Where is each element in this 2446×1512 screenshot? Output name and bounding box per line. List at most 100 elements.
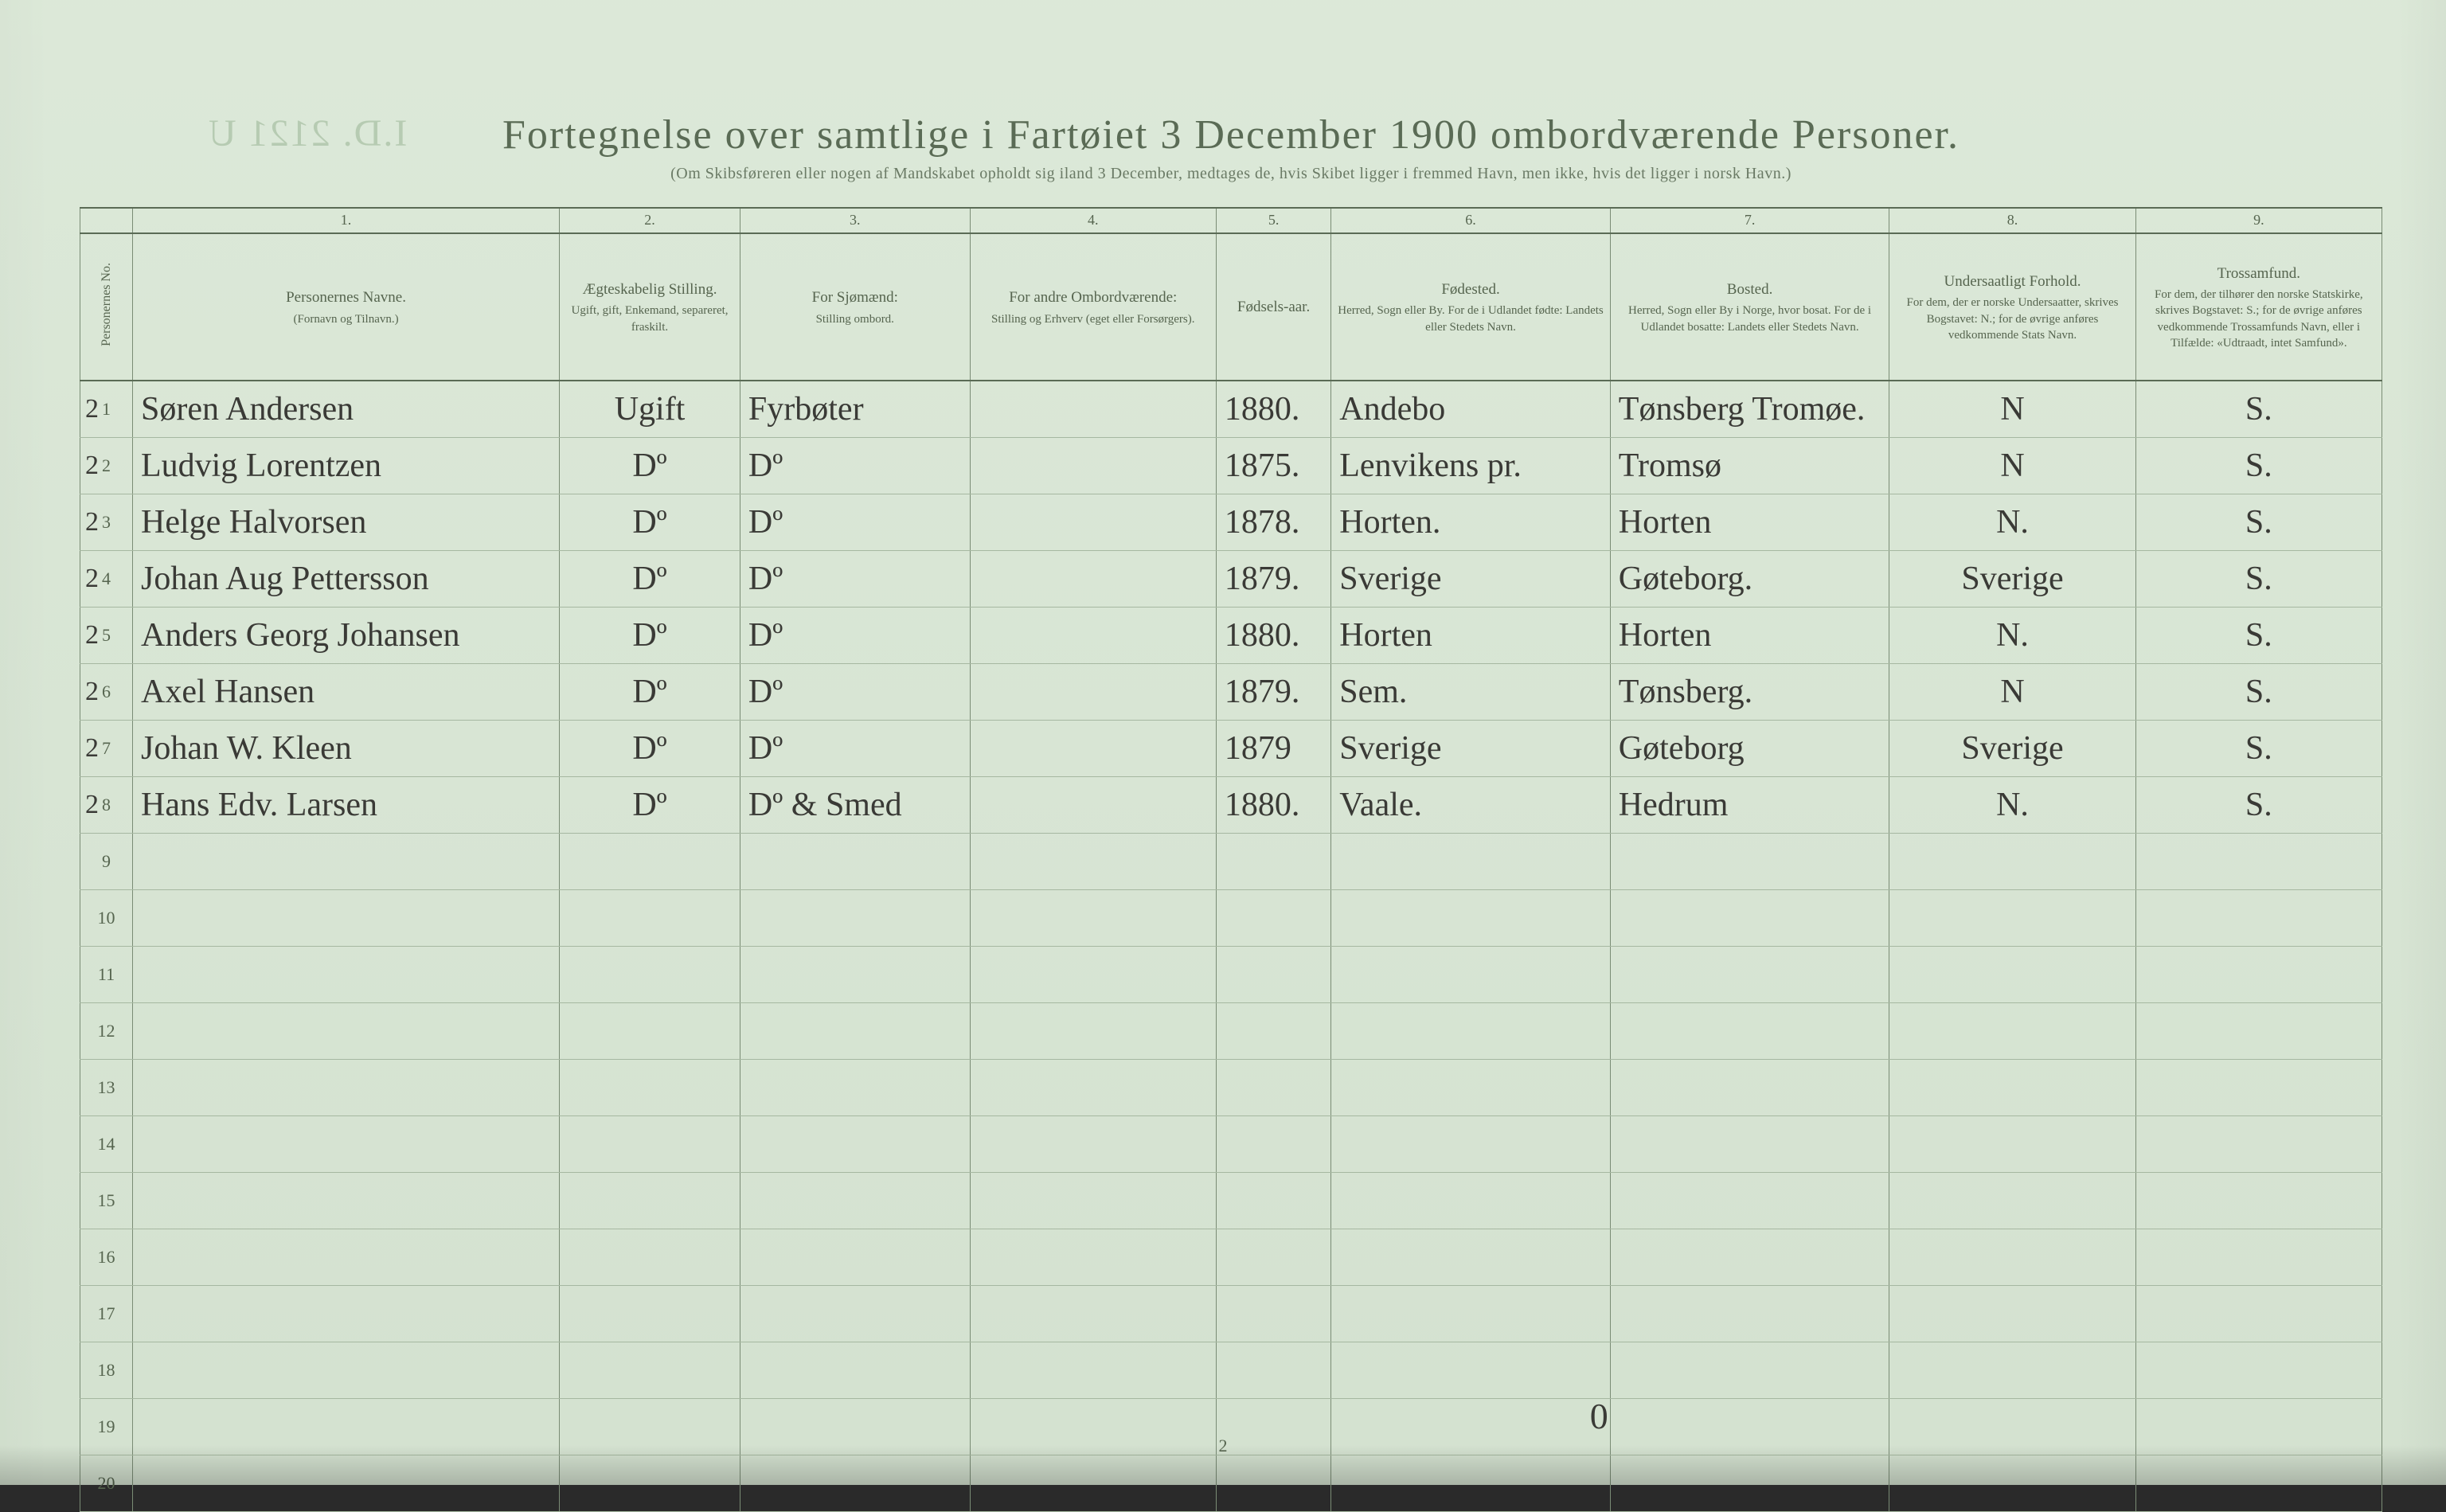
row-number: 26 — [80, 664, 133, 721]
cell-position: Dº — [740, 438, 970, 494]
cell-nationality — [1889, 947, 2135, 1003]
col-num-4: 4. — [970, 208, 1216, 233]
cell-residence — [1610, 1342, 1889, 1399]
tick-mark: 2 — [85, 790, 99, 820]
cell-name — [132, 1286, 559, 1342]
tick-mark: 2 — [85, 394, 99, 424]
cell-marital — [560, 1173, 740, 1229]
table-row: 16 — [80, 1229, 2382, 1286]
cell-other — [970, 890, 1216, 947]
cell-residence: Horten — [1610, 494, 1889, 551]
cell-position: Dº — [740, 608, 970, 664]
cell-faith: S. — [2135, 551, 2382, 608]
cell-name — [132, 1060, 559, 1116]
header-year: Fødsels-aar. — [1216, 233, 1330, 381]
table-row: 18 — [80, 1342, 2382, 1399]
cell-name — [132, 1173, 559, 1229]
header-birthplace: Fødested.Herred, Sogn eller By. For de i… — [1331, 233, 1611, 381]
cell-birthplace — [1331, 1455, 1611, 1512]
cell-year: 1880. — [1216, 381, 1330, 438]
tick-mark: 2 — [85, 733, 99, 764]
cell-faith: S. — [2135, 721, 2382, 777]
cell-birthplace — [1331, 1286, 1611, 1342]
cell-marital: Dº — [560, 438, 740, 494]
cell-nationality — [1889, 890, 2135, 947]
cell-position — [740, 947, 970, 1003]
cell-year: 1880. — [1216, 777, 1330, 834]
row-number-label: 8 — [102, 795, 111, 815]
column-header-row: Personernes No. Personernes Navne.(Forna… — [80, 233, 2382, 381]
cell-marital — [560, 1116, 740, 1173]
cell-nationality — [1889, 1229, 2135, 1286]
cell-other — [970, 1286, 1216, 1342]
cell-nationality — [1889, 1399, 2135, 1455]
cell-birthplace — [1331, 1229, 1611, 1286]
cell-name — [132, 947, 559, 1003]
cell-other — [970, 1399, 1216, 1455]
row-number: 25 — [80, 608, 133, 664]
cell-position — [740, 1003, 970, 1060]
row-number-label: 13 — [97, 1077, 115, 1097]
cell-nationality — [1889, 1342, 2135, 1399]
rownum-label: Personernes No. — [96, 247, 117, 362]
stray-mark: 0 — [1590, 1395, 1608, 1437]
cell-birthplace — [1331, 1060, 1611, 1116]
cell-position: Fyrbøter — [740, 381, 970, 438]
cell-faith — [2135, 1116, 2382, 1173]
cell-position: Dº — [740, 664, 970, 721]
cell-position — [740, 1399, 970, 1455]
cell-year — [1216, 1003, 1330, 1060]
cell-faith — [2135, 1003, 2382, 1060]
cell-marital: Dº — [560, 664, 740, 721]
cell-faith — [2135, 834, 2382, 890]
page-number: 2 — [1219, 1436, 1228, 1456]
cell-name: Johan W. Kleen — [132, 721, 559, 777]
header-rownum: Personernes No. — [80, 233, 133, 381]
cell-birthplace — [1331, 1342, 1611, 1399]
cell-marital: Dº — [560, 721, 740, 777]
row-number: 9 — [80, 834, 133, 890]
cell-birthplace — [1331, 947, 1611, 1003]
table-row: 15 — [80, 1173, 2382, 1229]
cell-year: 1875. — [1216, 438, 1330, 494]
cell-position — [740, 890, 970, 947]
header-residence-sub: Herred, Sogn eller By i Norge, hvor bosa… — [1617, 303, 1883, 335]
cell-faith — [2135, 1060, 2382, 1116]
cell-residence — [1610, 890, 1889, 947]
cell-faith: S. — [2135, 381, 2382, 438]
cell-birthplace: Lenvikens pr. — [1331, 438, 1611, 494]
cell-marital — [560, 834, 740, 890]
row-number-label: 18 — [97, 1360, 115, 1380]
cell-other — [970, 1342, 1216, 1399]
cell-name: Søren Andersen — [132, 381, 559, 438]
cell-marital — [560, 1342, 740, 1399]
cell-faith — [2135, 1399, 2382, 1455]
cell-faith — [2135, 947, 2382, 1003]
col-num-5: 5. — [1216, 208, 1330, 233]
header-name: Personernes Navne.(Fornavn og Tilnavn.) — [132, 233, 559, 381]
cell-nationality — [1889, 1003, 2135, 1060]
cell-year — [1216, 1173, 1330, 1229]
tick-mark: 2 — [85, 451, 99, 481]
row-number: 24 — [80, 551, 133, 608]
cell-year — [1216, 1399, 1330, 1455]
cell-year — [1216, 1116, 1330, 1173]
cell-marital: Dº — [560, 777, 740, 834]
cell-birthplace — [1331, 890, 1611, 947]
cell-nationality: N — [1889, 381, 2135, 438]
row-number: 21 — [80, 381, 133, 438]
row-number-label: 5 — [102, 625, 111, 645]
row-number: 10 — [80, 890, 133, 947]
header-faith-main: Trossamfund. — [2143, 264, 2375, 284]
table-row: 23Helge HalvorsenDºDº1878.Horten.HortenN… — [80, 494, 2382, 551]
cell-residence — [1610, 1173, 1889, 1229]
table-row: 12 — [80, 1003, 2382, 1060]
row-number: 15 — [80, 1173, 133, 1229]
cell-residence — [1610, 1003, 1889, 1060]
cell-name — [132, 1455, 559, 1512]
row-number: 12 — [80, 1003, 133, 1060]
header-name-sub: (Fornavn og Tilnavn.) — [139, 311, 553, 327]
cell-other — [970, 608, 1216, 664]
row-number: 14 — [80, 1116, 133, 1173]
cell-marital: Dº — [560, 608, 740, 664]
